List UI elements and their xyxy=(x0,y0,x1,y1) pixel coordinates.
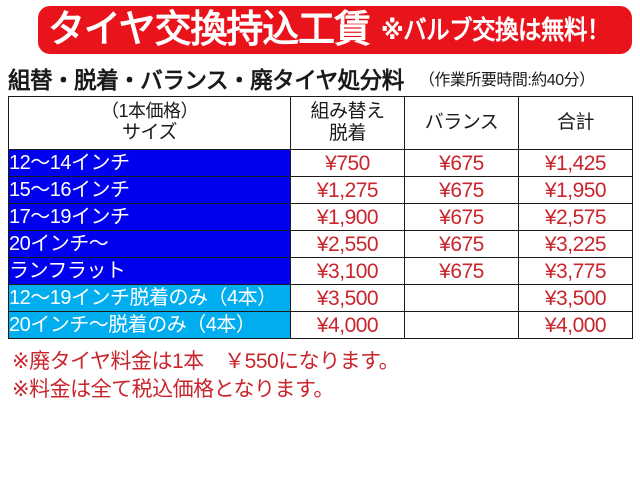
table-row: 17〜19インチ ¥1,900 ¥675 ¥2,575 xyxy=(8,203,633,231)
subtitle-main-text: 組替・脱着・バランス・廃タイヤ処分料 xyxy=(8,67,404,93)
row-total-price: ¥3,225 xyxy=(518,230,633,258)
row-balance-price: ¥675 xyxy=(404,176,519,204)
subtitle-duration-note: （作業所要時間:約40分） xyxy=(418,71,595,89)
section-subtitle: 組替・脱着・バランス・廃タイヤ処分料 （作業所要時間:約40分） xyxy=(8,62,634,94)
row-balance-price: ¥675 xyxy=(404,230,519,258)
row-swap-price: ¥4,000 xyxy=(290,311,405,339)
row-total-price: ¥4,000 xyxy=(518,311,633,339)
price-table: （1本価格） サイズ 組み替え 脱着 バランス 合計 12〜14インチ ¥750… xyxy=(8,96,633,339)
row-size-label: 12〜19インチ脱着のみ（4本） xyxy=(8,284,291,312)
row-size-label: 17〜19インチ xyxy=(8,203,291,231)
row-total-price: ¥3,500 xyxy=(518,284,633,312)
row-size-label: ランフラット xyxy=(8,257,291,285)
footnote-tax-included: ※料金は全て税込価格となります。 xyxy=(12,377,334,401)
headline-sub-text: ※バルブ交換は無料！ xyxy=(380,15,610,45)
row-swap-price: ¥2,550 xyxy=(290,230,405,258)
column-header-size: （1本価格） サイズ xyxy=(8,96,291,150)
column-header-size-line2: サイズ xyxy=(122,122,177,144)
row-total-price: ¥3,775 xyxy=(518,257,633,285)
table-row: 20インチ〜脱着のみ（4本） ¥4,000 ¥4,000 xyxy=(8,311,633,339)
row-swap-price: ¥3,500 xyxy=(290,284,405,312)
column-header-total: 合計 xyxy=(518,96,633,150)
row-size-label: 20インチ〜脱着のみ（4本） xyxy=(8,311,291,339)
row-balance-price: ¥675 xyxy=(404,149,519,177)
column-header-balance: バランス xyxy=(404,96,519,150)
table-row: 15〜16インチ ¥1,275 ¥675 ¥1,950 xyxy=(8,176,633,204)
row-balance-price: ¥675 xyxy=(404,203,519,231)
column-header-swap-line2: 脱着 xyxy=(328,123,367,144)
row-swap-price: ¥1,275 xyxy=(290,176,405,204)
column-header-total-label: 合計 xyxy=(556,111,595,133)
column-header-balance-label: バランス xyxy=(424,111,499,133)
row-size-label: 20インチ〜 xyxy=(8,230,291,258)
row-total-price: ¥1,425 xyxy=(518,149,633,177)
footnotes: ※廃タイヤ料金は1本 ￥550になります。 ※料金は全て税込価格となります。 xyxy=(12,348,632,403)
headline-main-text: タイヤ交換持込工賃 xyxy=(48,9,371,51)
column-header-size-line1: （1本価格） xyxy=(100,101,199,122)
column-header-swap-line1: 組み替え xyxy=(310,100,385,122)
table-row: ランフラット ¥3,100 ¥675 ¥3,775 xyxy=(8,257,633,285)
footnote-disposal-fee: ※廃タイヤ料金は1本 ￥550になります。 xyxy=(12,350,400,373)
table-header-row: （1本価格） サイズ 組み替え 脱着 バランス 合計 xyxy=(8,96,633,150)
row-total-price: ¥2,575 xyxy=(518,203,633,231)
headline-banner: タイヤ交換持込工賃 ※バルブ交換は無料！ xyxy=(38,6,632,54)
row-swap-price: ¥750 xyxy=(290,149,405,177)
column-header-swap: 組み替え 脱着 xyxy=(290,96,405,150)
row-balance-price: ¥675 xyxy=(404,257,519,285)
row-size-label: 12〜14インチ xyxy=(8,149,291,177)
row-size-label: 15〜16インチ xyxy=(8,176,291,204)
row-total-price: ¥1,950 xyxy=(518,176,633,204)
row-balance-price xyxy=(404,311,519,339)
table-body: 12〜14インチ ¥750 ¥675 ¥1,425 15〜16インチ ¥1,27… xyxy=(8,149,633,339)
row-swap-price: ¥3,100 xyxy=(290,257,405,285)
row-swap-price: ¥1,900 xyxy=(290,203,405,231)
table-row: 12〜14インチ ¥750 ¥675 ¥1,425 xyxy=(8,149,633,177)
row-balance-price xyxy=(404,284,519,312)
table-row: 12〜19インチ脱着のみ（4本） ¥3,500 ¥3,500 xyxy=(8,284,633,312)
table-row: 20インチ〜 ¥2,550 ¥675 ¥3,225 xyxy=(8,230,633,258)
